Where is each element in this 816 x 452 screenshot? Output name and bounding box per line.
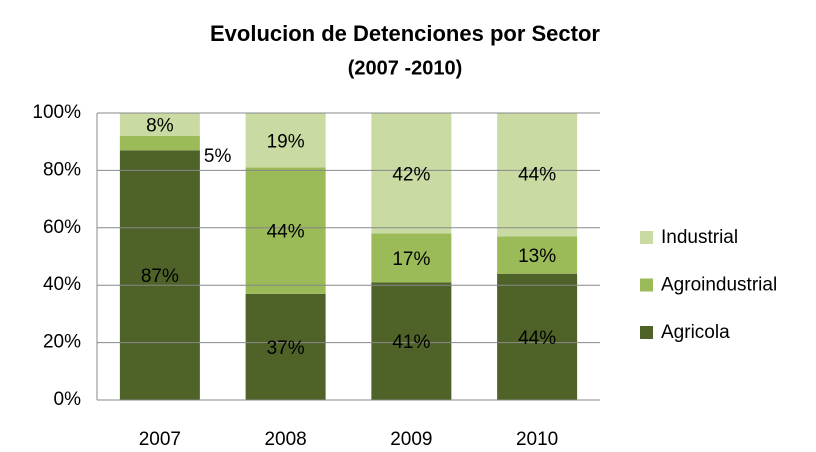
data-label: 37% [267,338,305,359]
data-label: 41% [392,332,430,353]
data-label: 5% [204,146,232,167]
legend-label: Agricola [661,322,730,343]
bar-segment [119,135,200,151]
y-tick-label: 60% [43,217,81,238]
y-tick-label: 80% [43,159,81,180]
y-tick-label: 20% [43,332,81,353]
legend-swatch [640,231,653,244]
bar-segment [119,150,200,400]
x-tick-label: 2009 [390,429,432,450]
bar-segment [497,236,578,274]
bar-segment [371,113,452,234]
data-label: 44% [518,164,556,185]
data-label: 13% [518,246,556,267]
x-tick-label: 2008 [264,429,306,450]
data-label: 19% [267,131,305,152]
data-label: 44% [518,328,556,349]
bar-segment [245,293,326,400]
y-tick-label: 100% [32,102,81,123]
y-tick-label: 40% [43,274,81,295]
data-label: 42% [392,164,430,185]
x-tick-label: 2007 [139,429,181,450]
bar-segment [245,113,326,168]
plot-area [119,113,578,400]
data-label: 44% [267,222,305,243]
legend-swatch [640,326,653,339]
bar-segment [371,282,452,400]
legend-label: Industrial [661,227,738,248]
bar-segment [119,113,200,136]
legend-label: Agroindustrial [661,275,777,296]
bar-segment [497,273,578,400]
data-label: 87% [141,266,179,287]
bar-segment [371,233,452,283]
legend-swatch [640,278,653,292]
bar-segment [497,113,578,237]
data-label: 17% [392,249,430,270]
data-label: 8% [146,115,174,136]
y-tick-label: 0% [54,389,82,410]
chart-subtitle: (2007 -2010) [348,57,463,79]
x-tick-label: 2010 [516,429,558,450]
bar-segment [245,167,326,294]
chart-title: Evolucion de Detenciones por Sector [210,21,600,46]
